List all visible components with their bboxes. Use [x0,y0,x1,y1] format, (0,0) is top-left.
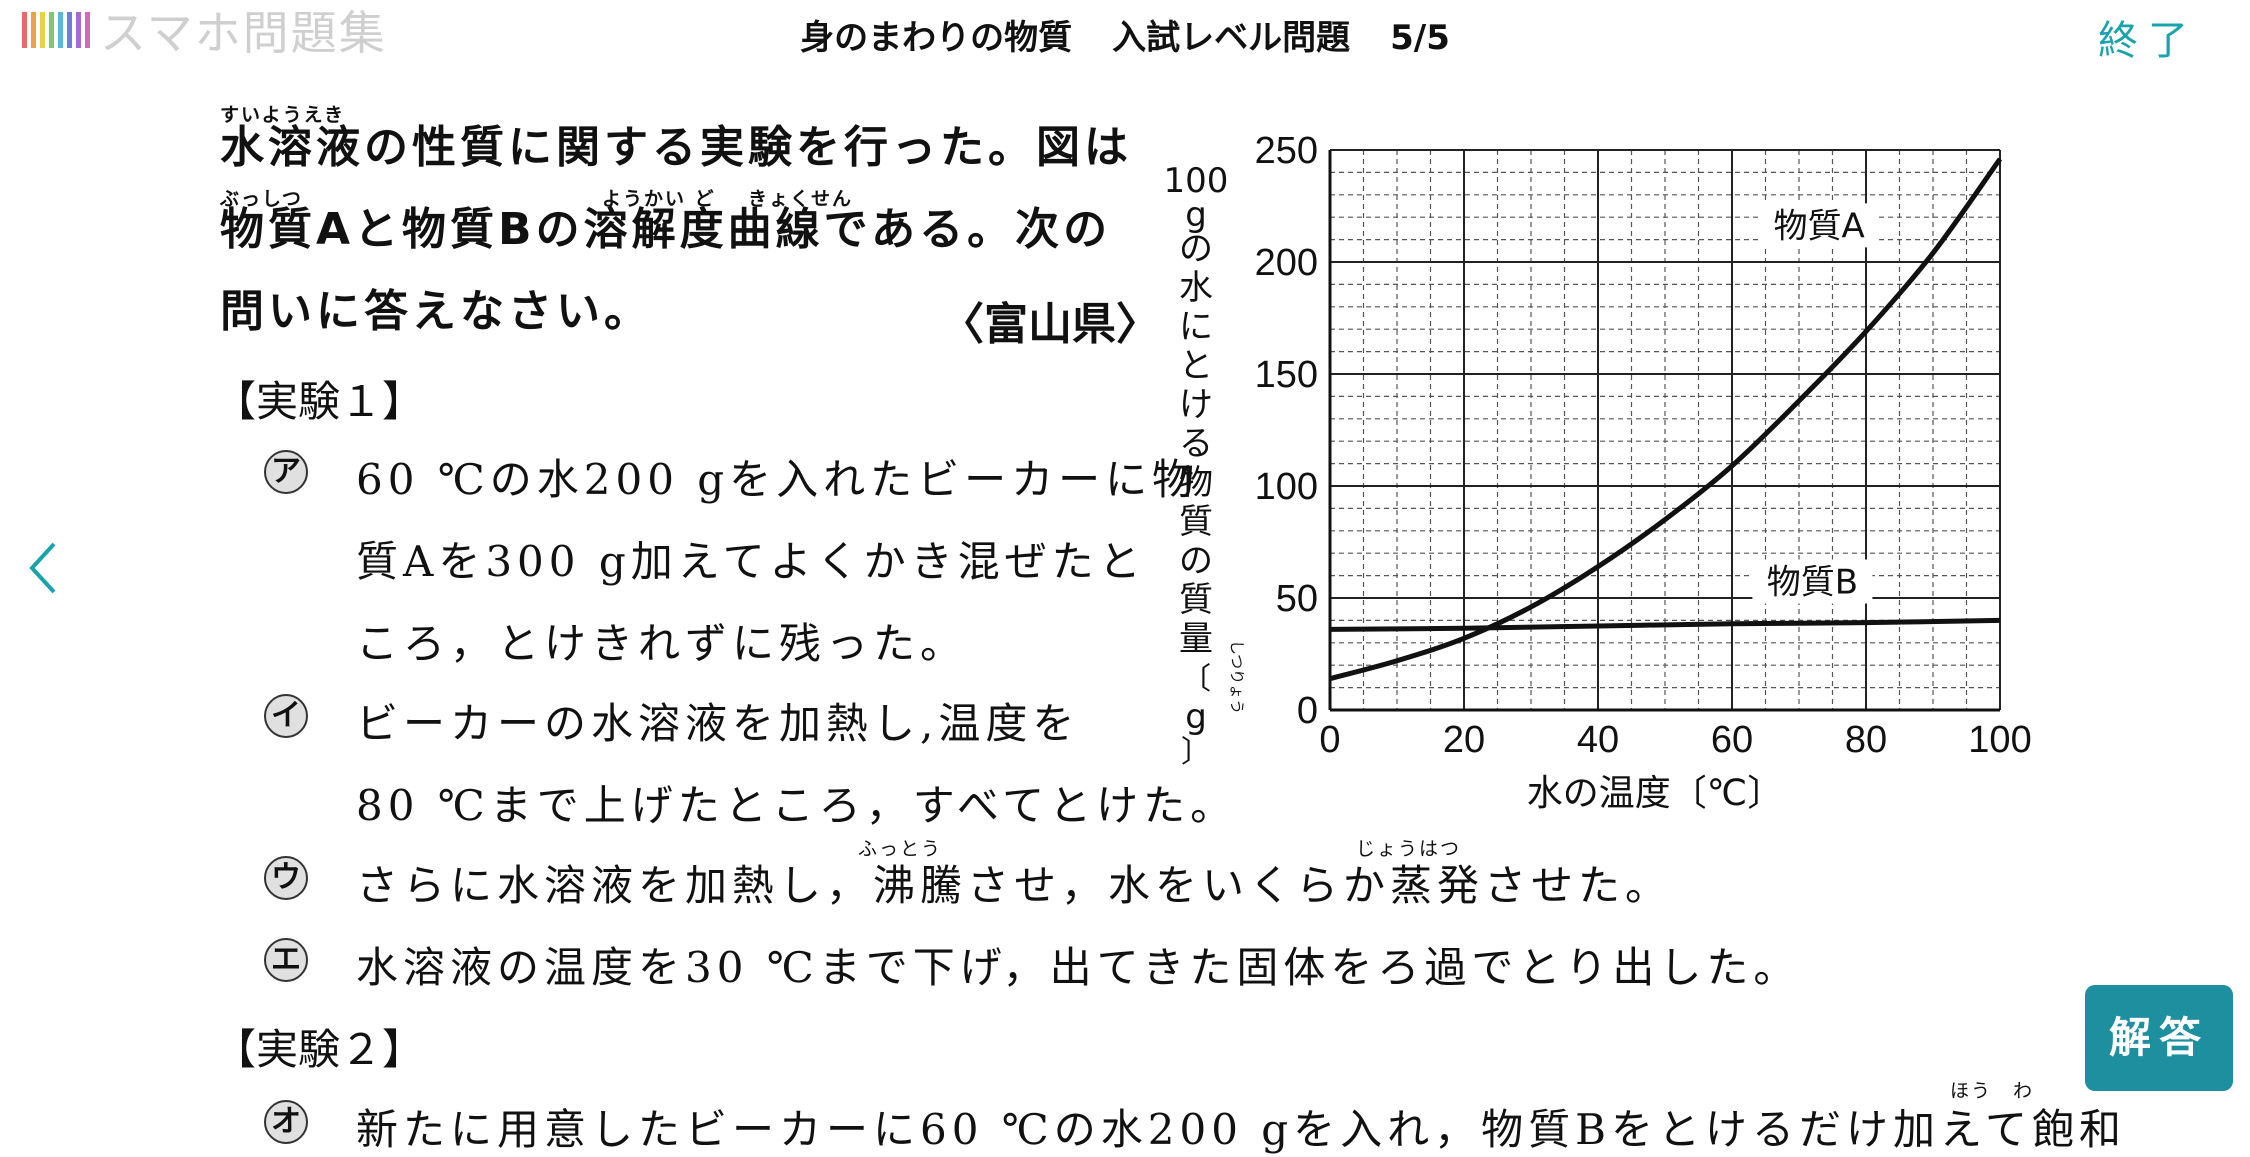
logo-bar [40,12,45,48]
step-e-line-1: 水溶液の温度を30 ℃まで下げ，出てきた固体をろ過でとり出した。 [356,943,1801,992]
step-i-line-1: ビーカーの水溶液を加熱し,温度を [356,699,1080,748]
logo-bars-icon [22,12,90,48]
ruby-kyokusen: きょくせん [748,188,854,210]
source-label: 〈富山県〉 [940,299,1160,350]
step-o-line-1: 新たに用意したビーカーに60 ℃の水200 gを入れ，物質Bをとけるだけ加えて飽… [356,1105,2126,1154]
y-axis-label-char: 質 [1179,580,1213,620]
x-tick-label: 20 [1443,719,1485,761]
logo-bar [58,12,63,48]
series-line-a [1329,157,2003,682]
logo-bar [49,12,54,48]
page-counter: 5/5 [1390,18,1450,58]
app-logo: スマホ問題集 [22,4,387,60]
series-label-a: 物質A [1773,206,1864,246]
logo-bar [85,12,90,48]
x-tick-label: 60 [1711,719,1753,761]
step-u-line-1: さらに水溶液を加熱し，沸騰させ，水をいくらか蒸発させた。 [356,861,1673,910]
ruby-youkaido: ようかい ど [602,188,716,210]
header-bar: スマホ問題集 身のまわりの物質 入試レベル問題 5/5 終了 [0,0,2250,68]
step-a-line-2: 質Aを300 g加えてよくかき混ぜたと [356,537,1146,586]
experiment2-heading: 【実験２】 [214,1025,425,1074]
logo-bar [76,12,81,48]
step-marker-e: エ [264,938,308,982]
ruby-futtou: ふっとう [858,838,943,860]
y-axis-label-char: と [1179,346,1213,386]
finish-button[interactable]: 終了 [2098,18,2198,64]
y-axis-label-char: 水 [1179,268,1213,308]
step-a-line-1: 60 ℃の水200 gを入れたビーカーに物 [356,455,1200,504]
y-axis-label-char: の [1179,541,1213,581]
question-line-3: 問いに答えなさい。 [220,286,652,337]
series-label-b: 物質B [1767,563,1858,603]
y-tick-label: 200 [1255,242,1318,284]
prev-page-button[interactable] [24,538,64,598]
question-line-2: 物質Aと物質Bの溶解度曲線である。次の [220,204,1112,255]
solubility-chart: 0 20 40 60 80 100050100150200250水の温度〔℃〕100gの水… [1164,130,2032,814]
experiment1-heading: 【実験１】 [214,377,425,426]
y-axis-label-char: の [1179,229,1213,269]
y-axis-label-char: g [1185,697,1207,737]
step-marker-a: ア [264,450,308,494]
step-marker-u: ウ [264,856,308,900]
y-tick-label: 150 [1255,354,1318,396]
logo-bar [31,12,36,48]
y-tick-label: 0 [1297,690,1318,732]
x-tick-label: 80 [1845,719,1887,761]
y-axis-label-char: 物 [1179,463,1213,503]
ruby-suiyoueki: すいようえき [220,104,346,126]
chevron-left-icon [29,542,56,594]
y-axis-label-char: 量 [1179,619,1213,659]
step-a-line-3: ころ，とけきれずに残った。 [356,619,968,668]
y-axis-label-char: 100 [1164,161,1229,201]
y-axis-label-char: る [1179,424,1213,464]
y-axis-label-ruby: しつりょう [1228,640,1246,714]
x-tick-label: 40 [1577,719,1619,761]
title-level: 入試レベル問題 [1112,18,1351,58]
series-label-bg [1752,559,1873,604]
y-tick-label: 50 [1276,578,1318,620]
answer-button[interactable]: 解答 [2085,985,2233,1091]
y-axis-label-char: け [1179,385,1213,425]
ruby-jouhatsu: じょうはつ [1356,838,1462,860]
step-i-line-2: 80 ℃まで上げたところ，すべてとけた。 [356,781,1238,830]
y-axis-label-char: 〕 [1181,735,1211,770]
y-axis-label-char: g [1185,195,1207,235]
y-tick-label: 250 [1255,130,1318,172]
question-line-1: 水溶液の性質に関する実験を行った。図は [220,122,1132,173]
step-marker-i: イ [264,694,308,738]
x-axis-label: 水の温度〔℃〕 [1527,773,1783,814]
ruby-houwa: ほう わ [1950,1080,2035,1102]
title-main: 身のまわりの物質 [800,18,1073,58]
page-title: 身のまわりの物質 入試レベル問題 5/5 [0,10,2250,59]
logo-bar [22,12,27,48]
y-axis-label-char: に [1179,307,1213,347]
y-axis-label-char: 〔 [1181,662,1211,697]
step-marker-o: オ [264,1100,308,1144]
app-name: スマホ問題集 [100,6,387,60]
logo-bar [67,12,72,48]
ruby-busshitsu: ぶっしつ [220,188,303,210]
x-tick-label: 0 [1319,719,1340,761]
series-label-bg [1759,203,1880,248]
series-line-b [1329,617,2001,632]
y-tick-label: 100 [1255,466,1318,508]
y-axis-label-char: 質 [1179,502,1213,542]
x-tick-label: 100 [1968,719,2031,761]
